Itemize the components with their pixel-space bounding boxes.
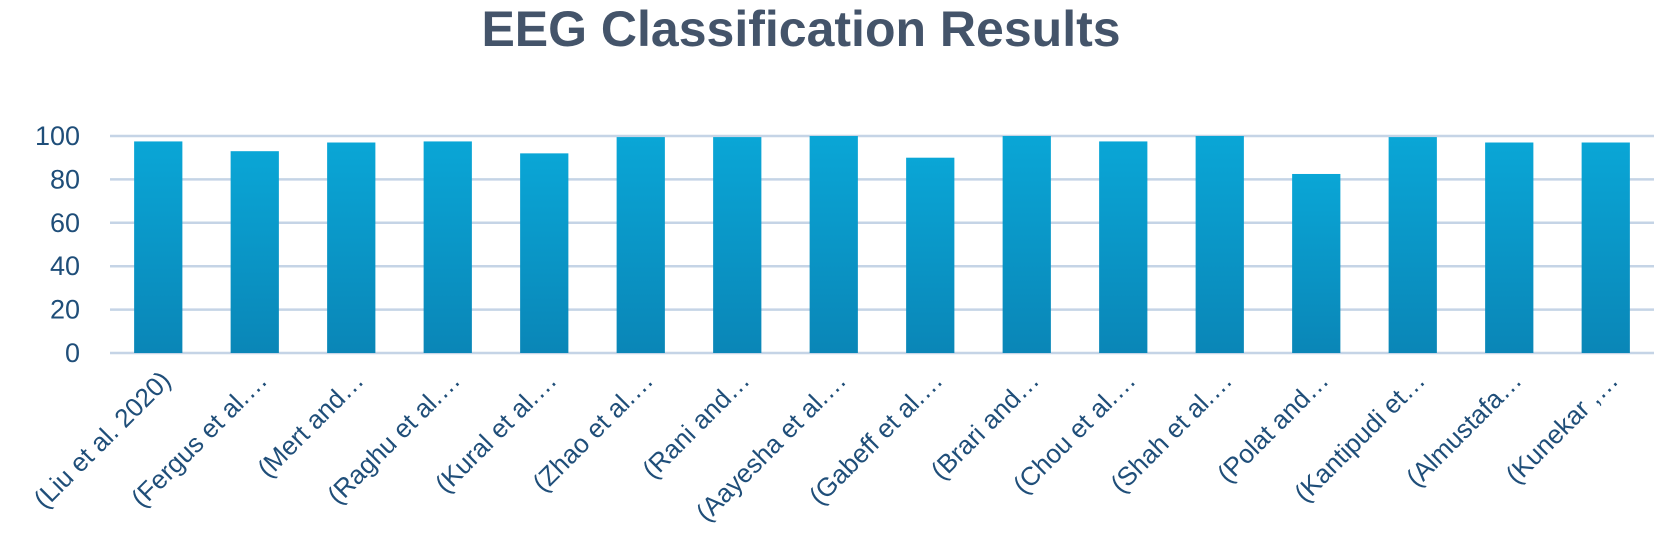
- bar: [520, 153, 569, 353]
- y-axis-tick-labels: 0 20 40 60 80 100: [35, 121, 80, 368]
- bar: [713, 137, 762, 353]
- bar: [327, 142, 376, 353]
- bar: [1388, 137, 1437, 353]
- bar: [1099, 141, 1148, 353]
- bar: [1195, 136, 1244, 353]
- bar: [1002, 136, 1051, 353]
- bars: [134, 136, 1630, 353]
- bar: [906, 157, 955, 353]
- y-tick-label: 60: [50, 208, 80, 238]
- bar: [1292, 173, 1341, 353]
- x-axis-tick-labels: (Liu et al. 2020)(Fergus et al.…(Mert an…: [28, 365, 1624, 527]
- y-tick-label: 40: [50, 251, 80, 281]
- chart-title: EEG Classification Results: [481, 1, 1120, 57]
- bar: [809, 136, 858, 353]
- bar: [230, 151, 279, 353]
- bar: [423, 141, 472, 353]
- bar: [616, 137, 665, 353]
- bar: [1581, 142, 1630, 353]
- y-tick-label: 80: [50, 164, 80, 194]
- y-tick-label: 20: [50, 295, 80, 325]
- y-tick-label: 100: [35, 121, 80, 151]
- y-tick-label: 0: [65, 338, 80, 368]
- bar: [1485, 142, 1534, 353]
- bar: [134, 141, 183, 353]
